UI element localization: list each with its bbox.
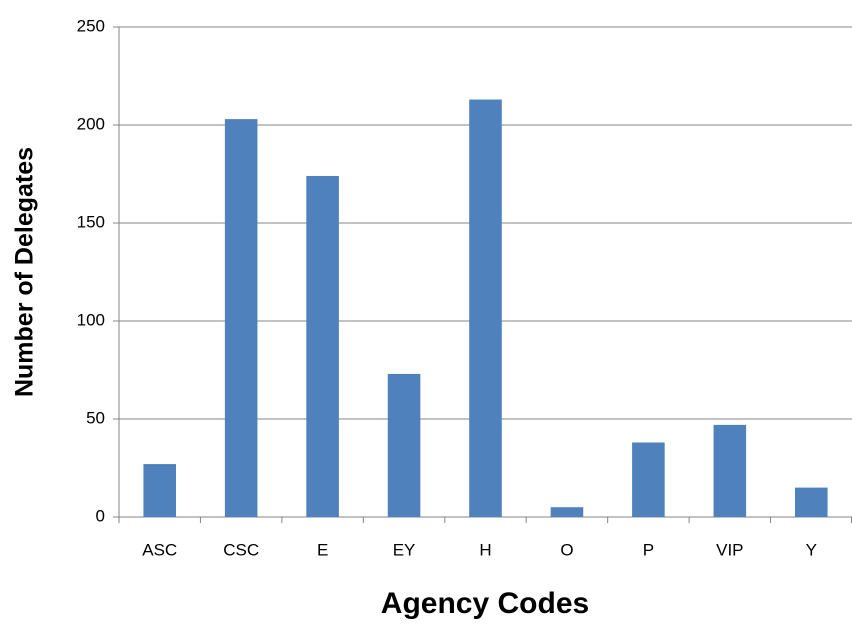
- x-tick-label: E: [317, 540, 328, 559]
- bar: [306, 175, 339, 517]
- x-tick-label: VIP: [716, 540, 743, 559]
- bar: [143, 464, 177, 517]
- bar: [632, 442, 665, 517]
- x-axis-title: Agency Codes: [381, 587, 589, 620]
- x-tick-label: O: [560, 540, 573, 559]
- x-tick-label: P: [643, 540, 654, 559]
- y-tick-label: 250: [77, 16, 105, 35]
- bar: [387, 373, 421, 517]
- y-tick-label: 100: [77, 310, 105, 329]
- bar: [550, 507, 584, 517]
- bar: [469, 99, 502, 518]
- bar: [794, 487, 828, 517]
- x-tick-label: ASC: [142, 540, 177, 559]
- bar: [713, 424, 747, 517]
- x-tick-label: CSC: [223, 540, 259, 559]
- y-tick-label: 150: [77, 212, 105, 231]
- x-tick-label: EY: [393, 540, 416, 559]
- y-tick-label: 0: [96, 506, 105, 525]
- x-tick-label: Y: [806, 540, 817, 559]
- y-tick-label: 50: [86, 408, 105, 427]
- bar: [224, 119, 258, 518]
- x-tick-label: H: [479, 540, 491, 559]
- y-axis-title: Number of Delegates: [11, 147, 39, 397]
- y-tick-label: 200: [77, 114, 105, 133]
